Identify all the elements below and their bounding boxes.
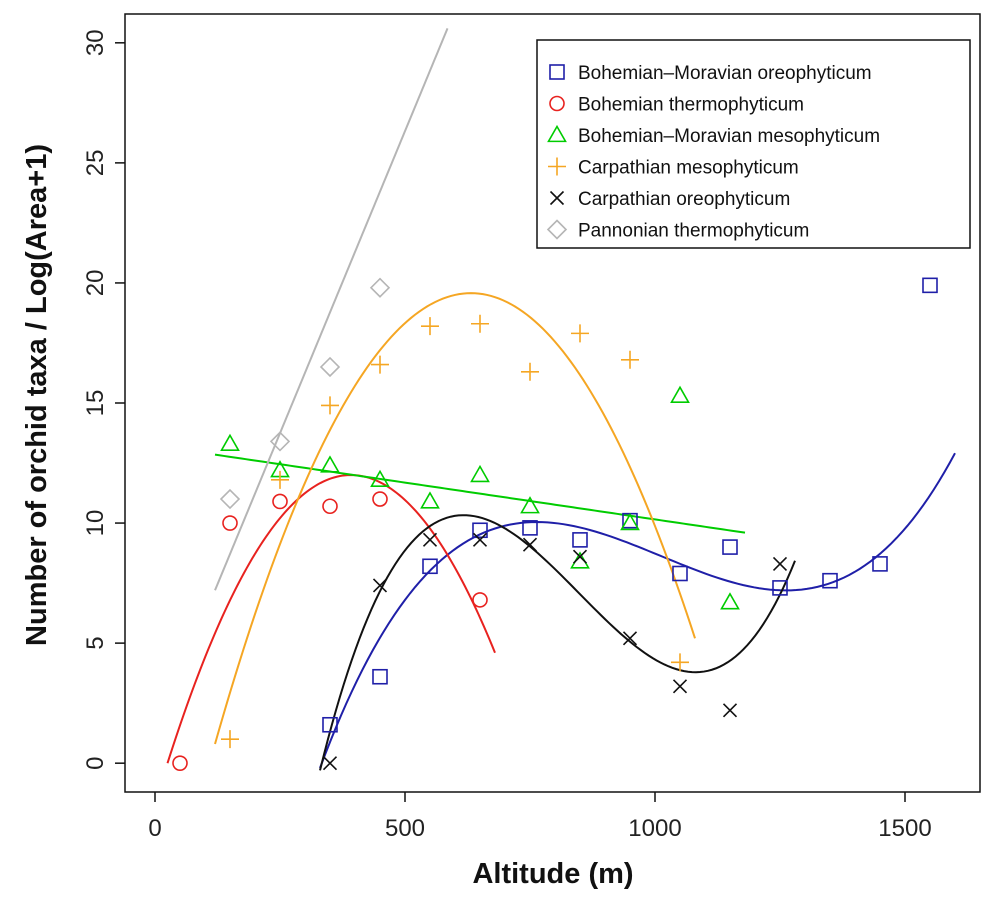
data-point-series-3: [371, 355, 389, 374]
fit-line-series-2: [214, 453, 746, 534]
data-point-series-2: [670, 385, 690, 403]
data-point-series-0: [672, 565, 688, 582]
data-point-series-3: [521, 362, 539, 381]
data-points: [172, 277, 938, 771]
fit-line-series-3: [214, 292, 696, 745]
fit-line-series-0: [319, 452, 956, 769]
data-point-series-0: [572, 532, 588, 548]
data-point-series-3: [221, 730, 239, 749]
data-point-series-0: [322, 716, 338, 733]
legend-marker-1: [549, 95, 565, 112]
data-point-series-3: [671, 653, 689, 672]
data-point-series-0: [522, 520, 538, 536]
data-point-series-4: [622, 631, 638, 646]
data-point-series-1: [472, 592, 488, 608]
y-axis-title: Number of orchid taxa / Log(Area+1): [21, 144, 53, 646]
y-tick-label: 30: [82, 29, 109, 56]
legend-marker-3: [548, 157, 566, 176]
legend-label-4: Carpathian oreophyticum: [578, 189, 790, 210]
data-point-series-0: [722, 539, 738, 555]
data-point-series-4: [372, 578, 388, 593]
legend: Bohemian–Moravian oreophyticum Bohemian t…: [536, 39, 971, 249]
y-tick-label: 20: [82, 270, 109, 297]
data-point-series-4: [522, 537, 538, 552]
data-point-series-4: [722, 703, 738, 718]
y-tick-label: 15: [82, 390, 109, 417]
data-point-series-3: [321, 396, 339, 415]
data-point-series-1: [272, 493, 288, 510]
legend-items: Bohemian–Moravian oreophyticum Bohemian t…: [546, 63, 880, 242]
data-point-series-0: [422, 558, 438, 575]
y-tick-label: 5: [82, 636, 109, 649]
data-point-series-0: [372, 668, 388, 685]
legend-label-0: Bohemian–Moravian oreophyticum: [578, 63, 872, 84]
data-point-series-5: [369, 277, 391, 298]
data-point-series-0: [472, 522, 488, 539]
data-point-series-0: [872, 556, 888, 572]
data-point-series-2: [470, 464, 490, 483]
x-axis: 0 500 1000 1500: [148, 792, 932, 842]
data-point-series-3: [621, 350, 639, 369]
data-point-series-2: [420, 491, 440, 509]
data-point-series-4: [672, 679, 688, 694]
legend-marker-5: [546, 219, 568, 240]
data-point-series-3: [571, 324, 589, 343]
data-point-series-0: [822, 572, 838, 589]
x-tick-label: 1500: [878, 815, 931, 842]
fit-lines: [166, 28, 956, 771]
data-point-series-4: [472, 532, 488, 547]
legend-label-1: Bohemian thermophyticum: [578, 95, 804, 116]
data-point-series-3: [421, 317, 439, 336]
data-point-series-2: [720, 592, 740, 610]
legend-label-5: Pannonian thermophyticum: [578, 221, 809, 242]
legend-box: [536, 39, 971, 249]
y-tick-label: 25: [82, 150, 109, 177]
data-point-series-3: [471, 314, 489, 333]
data-point-series-0: [922, 277, 938, 294]
legend-label-3: Carpathian mesophyticum: [578, 158, 799, 179]
legend-label-2: Bohemian–Moravian mesophyticum: [578, 126, 880, 147]
data-point-series-0: [772, 580, 788, 596]
data-point-series-2: [320, 455, 340, 473]
x-axis-title: Altitude (m): [472, 858, 633, 890]
data-point-series-4: [572, 549, 588, 564]
data-point-series-4: [772, 556, 788, 571]
legend-marker-0: [549, 64, 565, 80]
x-tick-label: 500: [385, 815, 425, 842]
data-point-series-2: [370, 469, 390, 488]
data-point-series-1: [172, 755, 188, 771]
y-tick-label: 0: [82, 757, 109, 770]
data-point-series-4: [422, 532, 438, 547]
x-tick-label: 1000: [628, 815, 681, 842]
data-point-series-3: [271, 470, 289, 489]
data-point-series-2: [220, 433, 240, 451]
data-point-series-5: [319, 356, 341, 378]
data-point-series-4: [322, 756, 338, 771]
data-point-series-5: [219, 488, 241, 510]
x-tick-label: 0: [148, 815, 161, 842]
y-axis: 0 5 10 15 20 25 30: [82, 29, 125, 770]
data-point-series-1: [322, 498, 338, 515]
data-point-series-1: [372, 491, 388, 507]
fit-line-series-1: [166, 474, 496, 764]
y-tick-label: 10: [82, 510, 109, 537]
legend-marker-2: [547, 124, 567, 143]
data-point-series-2: [620, 512, 640, 531]
data-point-series-1: [222, 515, 238, 531]
fit-line-series-4: [319, 514, 796, 771]
legend-marker-4: [549, 190, 565, 206]
data-point-series-2: [520, 496, 540, 514]
fit-line-series-5: [214, 28, 449, 591]
data-point-series-5: [269, 431, 291, 452]
